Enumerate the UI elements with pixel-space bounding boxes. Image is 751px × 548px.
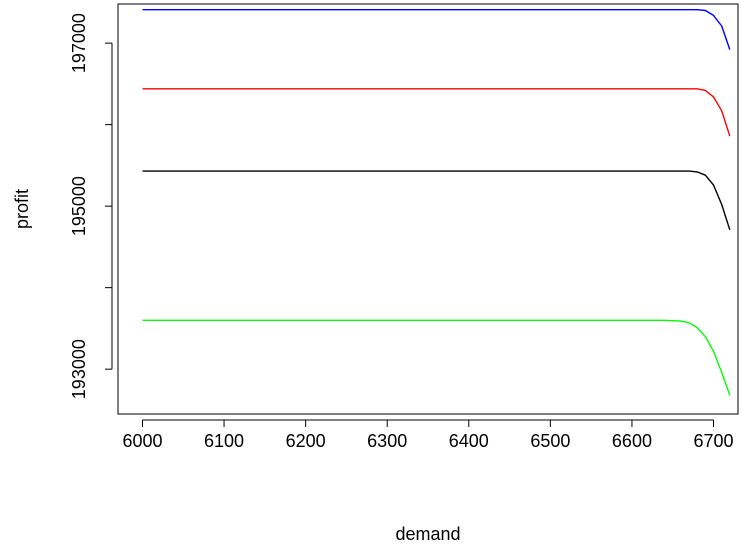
x-axis-title: demand xyxy=(395,524,460,544)
x-axis: 6000 6100 6200 6300 6400 6500 6600 6700 xyxy=(122,419,734,451)
x-tick-label: 6400 xyxy=(449,431,489,451)
y-tick-label: 193000 xyxy=(69,339,89,399)
series-line-4 xyxy=(142,319,731,396)
y-axis: 193000 195000 197000 xyxy=(69,13,113,399)
y-axis-title: profit xyxy=(12,189,32,229)
x-tick-label: 6000 xyxy=(122,431,162,451)
x-tick-label: 6200 xyxy=(286,431,326,451)
series-line-3 xyxy=(142,170,731,231)
x-tick-label: 6700 xyxy=(694,431,734,451)
series-layer xyxy=(142,8,731,396)
y-tick-label: 195000 xyxy=(69,176,89,236)
x-tick-label: 6300 xyxy=(367,431,407,451)
x-tick-label: 6500 xyxy=(530,431,570,451)
x-tick-label: 6100 xyxy=(204,431,244,451)
plot-frame xyxy=(117,3,739,415)
series-line-1 xyxy=(142,8,731,50)
series-line-2 xyxy=(142,88,731,137)
x-tick-label: 6600 xyxy=(612,431,652,451)
y-tick-label: 197000 xyxy=(69,13,89,73)
